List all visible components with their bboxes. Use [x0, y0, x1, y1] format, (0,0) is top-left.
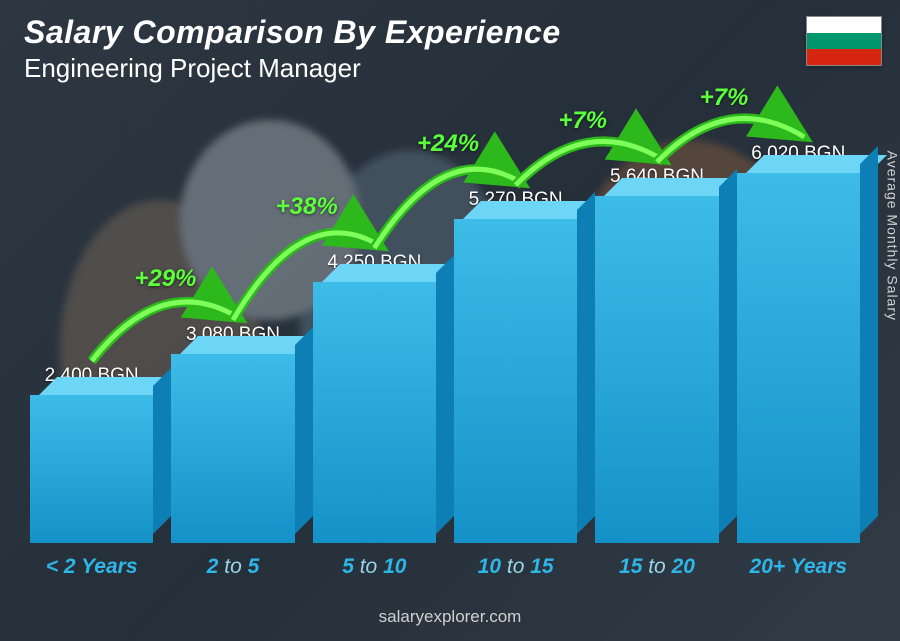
increment-label: +7%: [700, 84, 749, 112]
footer-attribution: salaryexplorer.com: [0, 607, 900, 627]
